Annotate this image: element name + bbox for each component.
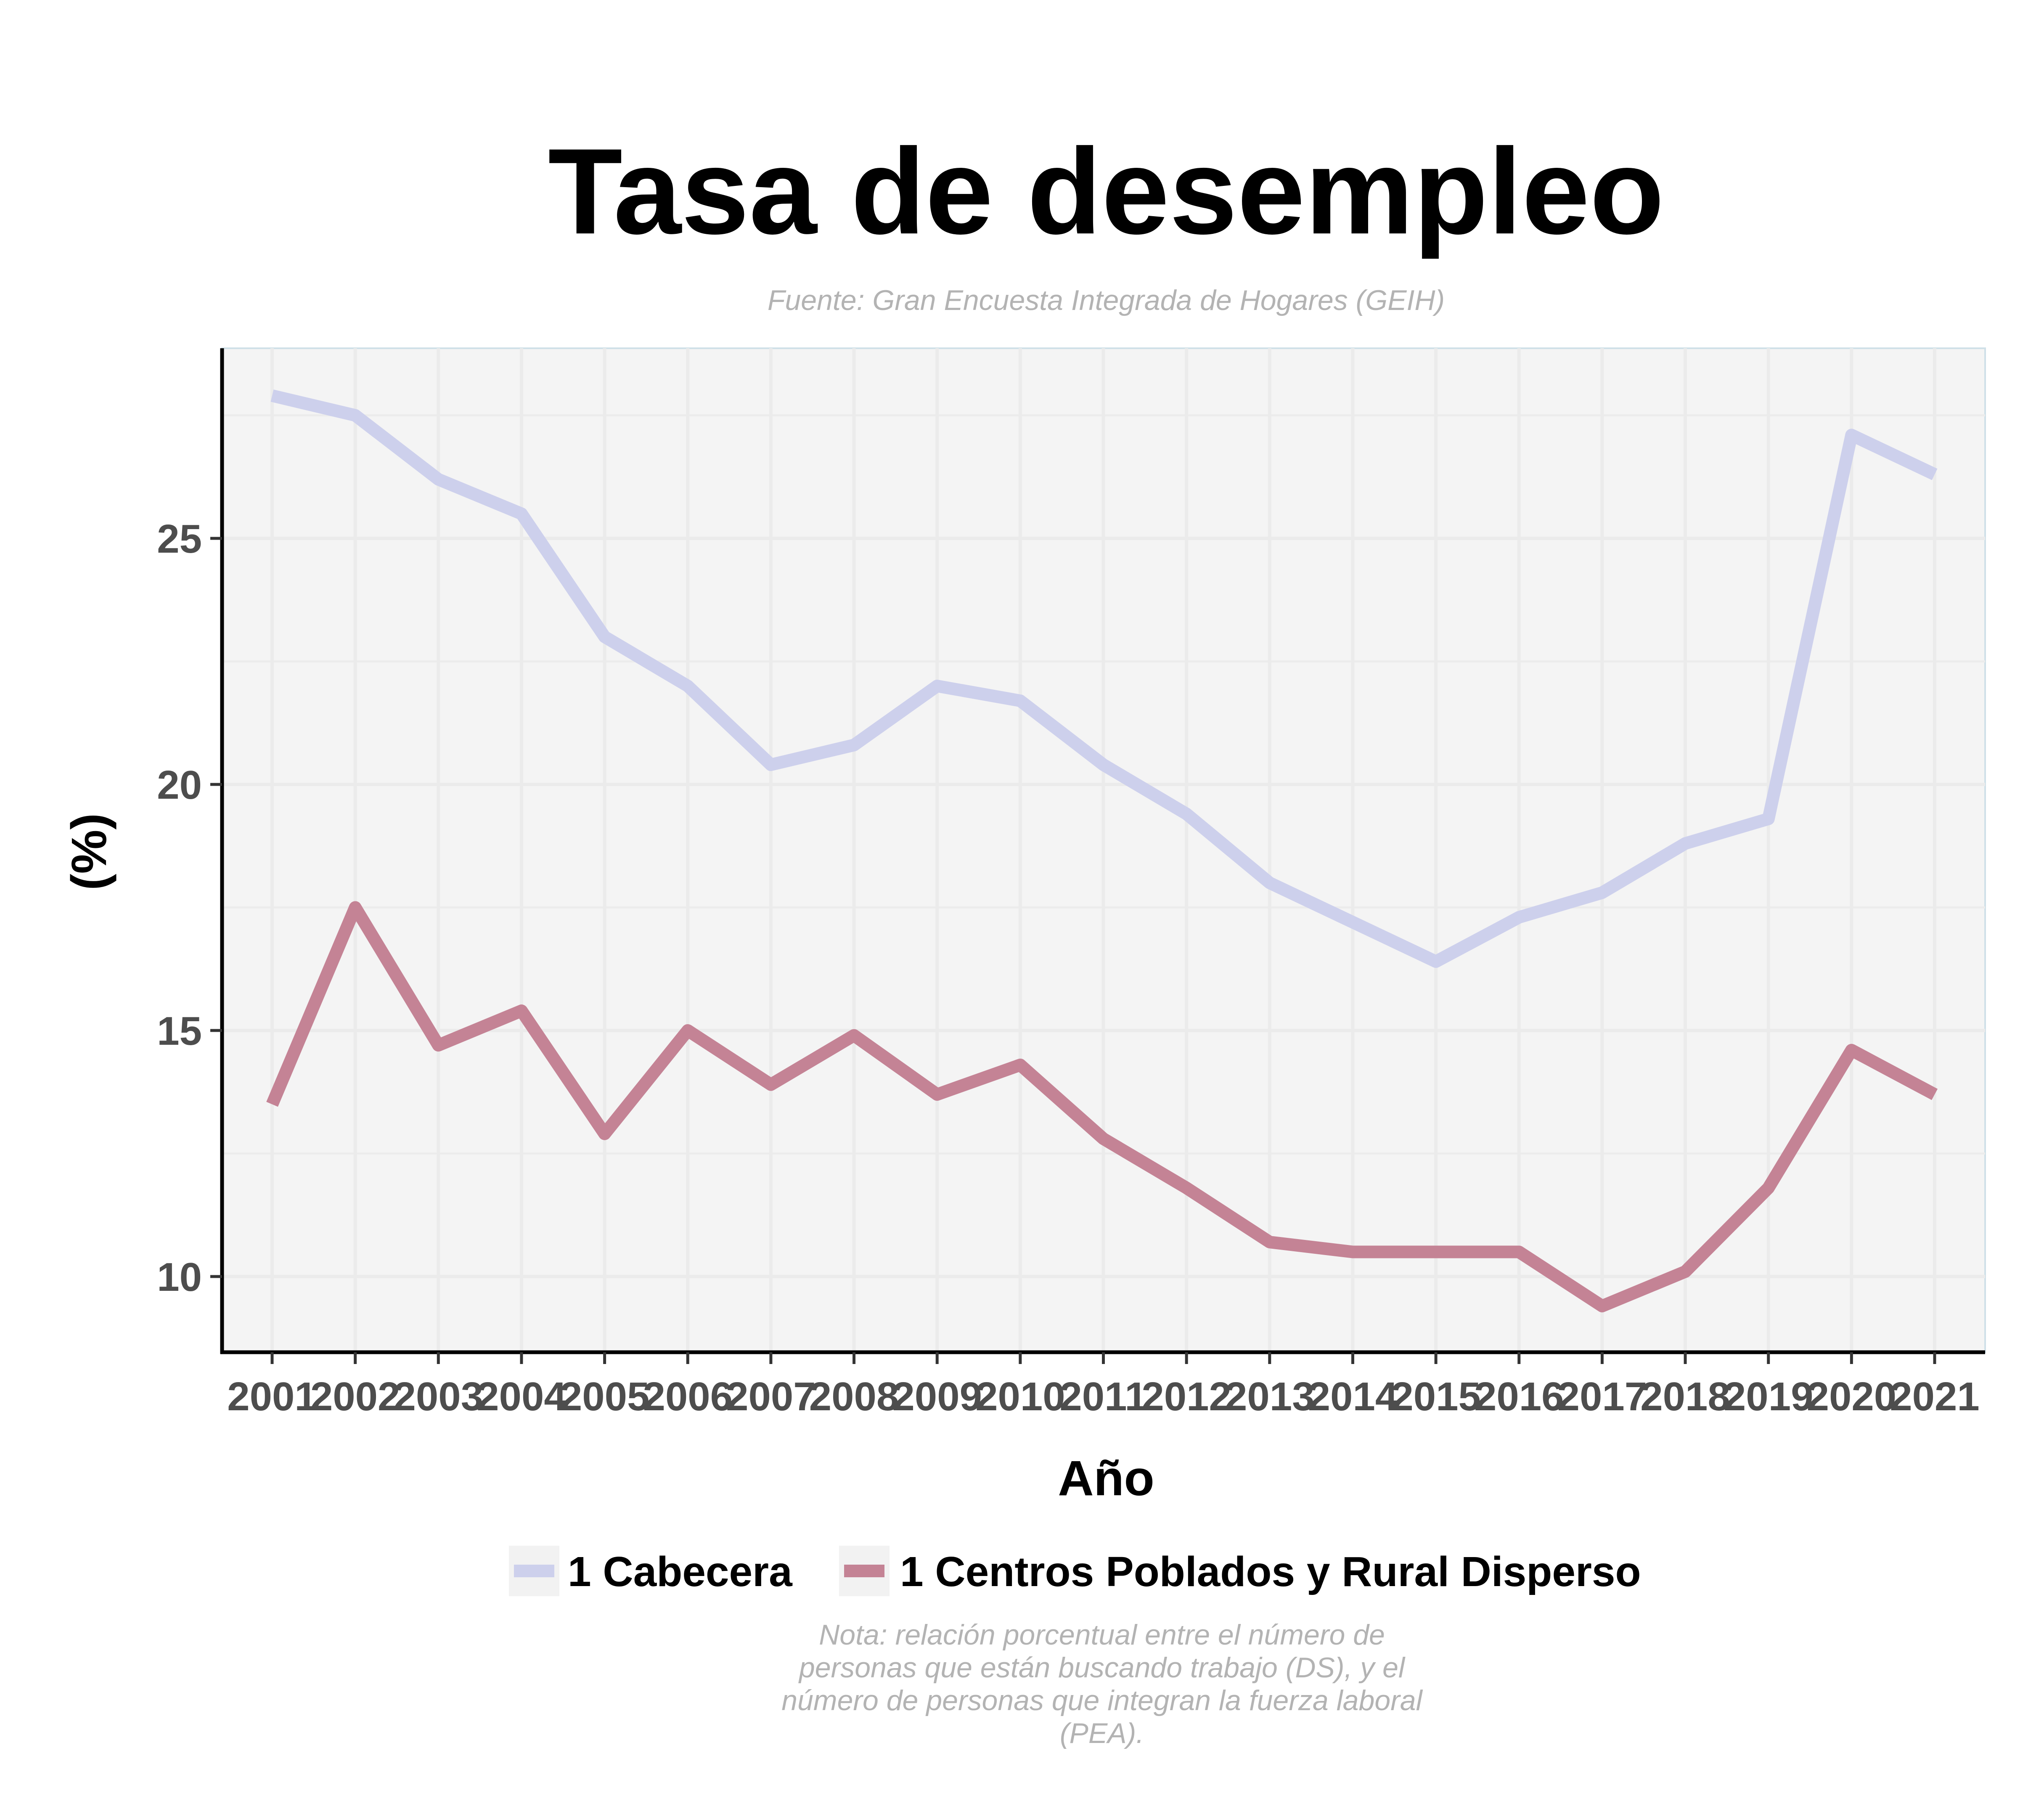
x-tick-label: 2013 [1225, 1374, 1315, 1419]
y-axis-title: (%) [61, 813, 117, 890]
legend-label: 1 Cabecera [568, 1548, 793, 1595]
x-tick-label: 2018 [1640, 1374, 1730, 1419]
data-point [854, 1035, 855, 1036]
legend: 1 Cabecera 1 Centros Poblados y Rural Dis… [509, 1546, 1641, 1596]
series-line-1 [270, 389, 1938, 968]
series-line-2 [266, 901, 1938, 1313]
x-tick-label: 2006 [643, 1374, 733, 1419]
data-point [1685, 843, 1686, 844]
data-point [1934, 1094, 1935, 1095]
x-tick-label: 2008 [809, 1374, 899, 1419]
data-point [1851, 1050, 1852, 1051]
data-point [1103, 764, 1104, 765]
data-point [1934, 474, 1935, 475]
data-point [1685, 1271, 1686, 1272]
x-tick-label: 2020 [1807, 1374, 1897, 1419]
data-point [854, 744, 855, 745]
data-point [1186, 813, 1187, 814]
series-layer [266, 389, 1938, 1313]
chart-subtitle: Fuente: Gran Encuesta Integrada de Hogar… [768, 284, 1445, 316]
data-point [1020, 700, 1021, 701]
y-tick-label: 10 [157, 1255, 202, 1300]
x-tick-label: 2002 [310, 1374, 400, 1419]
caption-line: (PEA). [1060, 1717, 1144, 1749]
data-point [1352, 1252, 1353, 1253]
axis-layer: 10 15 20 25 20012002200320042005200620072008… [157, 348, 1985, 1419]
data-point [1851, 434, 1852, 435]
data-point [355, 415, 356, 416]
data-point [1435, 1252, 1436, 1253]
x-tick-label: 2003 [394, 1374, 484, 1419]
x-tick-label: 2011 [1059, 1374, 1147, 1419]
legend-label: 1 Centros Poblados y Rural Disperso [900, 1548, 1641, 1595]
y-tick-label: 25 [157, 516, 202, 562]
data-point [438, 1045, 439, 1046]
x-tick-label: 2007 [726, 1374, 816, 1419]
data-point [272, 1104, 273, 1105]
caption-line: Nota: relación porcentual entre el númer… [819, 1619, 1385, 1651]
x-tick-label: 2019 [1724, 1374, 1814, 1419]
x-tick-label: 2014 [1308, 1374, 1398, 1419]
data-point [521, 1010, 522, 1011]
data-point [1519, 1252, 1520, 1253]
data-point [770, 764, 771, 765]
data-point [687, 1030, 688, 1031]
caption-line: número de personas que integran la fuerz… [781, 1685, 1423, 1716]
x-tick-label: 2015 [1391, 1374, 1481, 1419]
x-tick-label: 2021 [1890, 1374, 1980, 1419]
x-tick-label: 2016 [1474, 1374, 1564, 1419]
chart-title: Tasa de desempleo [548, 123, 1664, 260]
data-point [1435, 961, 1436, 962]
x-tick-label: 2009 [892, 1374, 982, 1419]
x-tick-label: 2004 [477, 1374, 567, 1419]
data-point [438, 479, 439, 480]
grid-layer [222, 348, 1985, 1352]
data-point [272, 395, 273, 396]
caption: Nota: relación porcentual entre el númer… [781, 1619, 1423, 1749]
x-tick-label: 2012 [1141, 1374, 1231, 1419]
data-point [1352, 922, 1353, 923]
data-point [1768, 1187, 1769, 1188]
data-point [1768, 818, 1769, 819]
x-tick-label: 2001 [227, 1374, 317, 1419]
y-tick-label: 15 [157, 1009, 202, 1054]
y-tick-label: 20 [157, 763, 202, 808]
data-point [770, 1084, 771, 1085]
caption-line: personas que están buscando trabajo (DS)… [798, 1652, 1406, 1684]
x-tick-label: 2005 [560, 1374, 650, 1419]
x-tick-label: 2017 [1557, 1374, 1647, 1419]
data-point [1103, 1138, 1104, 1139]
data-point [355, 907, 356, 908]
data-point [1269, 882, 1270, 883]
x-tick-label: 2010 [975, 1374, 1065, 1419]
data-point [604, 636, 605, 637]
data-point [1186, 1187, 1187, 1188]
x-axis-title: Año [1058, 1451, 1154, 1506]
data-point [1519, 917, 1520, 918]
